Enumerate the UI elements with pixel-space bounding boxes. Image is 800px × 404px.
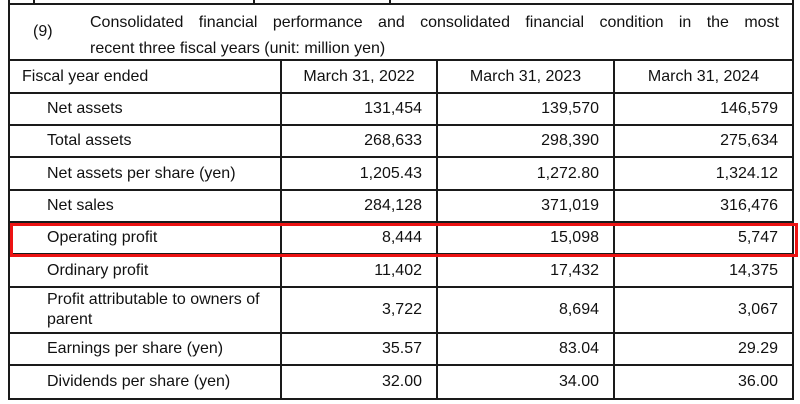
fragment-divider [33,0,35,5]
table-header-row: Fiscal year ended March 31, 2022 March 3… [10,61,792,94]
section-heading-row: (9) Consolidated financial performance a… [10,5,792,61]
cell-value: 15,098 [438,223,615,253]
table-row-profit-attributable: Profit attributable to owners of parent … [10,288,792,334]
row-label: Dividends per share (yen) [10,366,282,398]
cell-value: 5,747 [737,229,778,246]
cell-value: 34.00 [438,366,615,398]
section-title-line2: recent three fiscal years (unit: million… [90,40,386,57]
table-row-dividends-per-share: Dividends per share (yen) 32.00 34.00 36… [10,366,792,398]
table-row-net-assets: Net assets 131,454 139,570 146,579 [10,94,792,126]
table-row-earnings-per-share: Earnings per share (yen) 35.57 83.04 29.… [10,334,792,366]
table-row-net-sales: Net sales 284,128 371,019 316,476 [10,191,792,223]
cell-value: 139,570 [438,94,615,124]
cell-value: 29.29 [737,340,778,357]
cell-value: 8,444 [282,223,438,253]
cell-value: 1,205.43 [282,158,438,189]
cell-value: 32.00 [282,366,438,398]
header-march-31-2022: March 31, 2022 [282,61,438,92]
cell-value: 11,402 [282,255,438,286]
cell-value: 316,476 [720,197,778,214]
previous-row-fragment [10,0,792,5]
row-label: Total assets [10,126,282,156]
cell-value: 268,633 [282,126,438,156]
row-label: Net sales [10,191,282,221]
fragment-divider [389,0,391,5]
financial-summary-table: (9) Consolidated financial performance a… [8,0,794,400]
cell-value: 17,432 [438,255,615,286]
cell-value: 35.57 [282,334,438,364]
section-title: Consolidated financial performance and c… [90,5,792,59]
cell-value: 1,324.12 [715,164,778,182]
cell-value: 371,019 [438,191,615,221]
cell-value: 131,454 [282,94,438,124]
cell-value: 1,272.80 [438,158,615,189]
table-row-net-assets-per-share: Net assets per share (yen) 1,205.43 1,27… [10,158,792,191]
cell-value: 14,375 [729,261,778,279]
row-label: Operating profit [10,223,282,253]
cell-value: 146,579 [720,100,778,117]
fragment-divider [253,0,255,5]
table-row-total-assets: Total assets 268,633 298,390 275,634 [10,126,792,158]
section-title-line1: Consolidated financial performance and c… [90,14,779,31]
row-label: Earnings per share (yen) [10,334,282,364]
cell-value: 3,722 [282,288,438,332]
section-number: (9) [33,23,53,40]
row-label: Net assets per share (yen) [10,158,282,189]
table-row-operating-profit: Operating profit 8,444 15,098 5,747 [10,223,792,255]
cell-value: 3,067 [737,301,778,318]
cell-value: 284,128 [282,191,438,221]
cell-value: 275,634 [720,132,778,149]
row-label: Ordinary profit [10,255,282,286]
header-march-31-2024: March 31, 2024 [647,67,760,85]
header-fiscal-year-ended: Fiscal year ended [10,61,282,92]
table-row-ordinary-profit: Ordinary profit 11,402 17,432 14,375 [10,255,792,288]
row-label: Profit attributable to owners of parent [10,288,282,332]
cell-value: 36.00 [737,373,778,390]
row-label: Net assets [10,94,282,124]
cell-value: 83.04 [438,334,615,364]
cell-value: 8,694 [438,288,615,332]
header-march-31-2023: March 31, 2023 [438,61,615,92]
cell-value: 298,390 [438,126,615,156]
